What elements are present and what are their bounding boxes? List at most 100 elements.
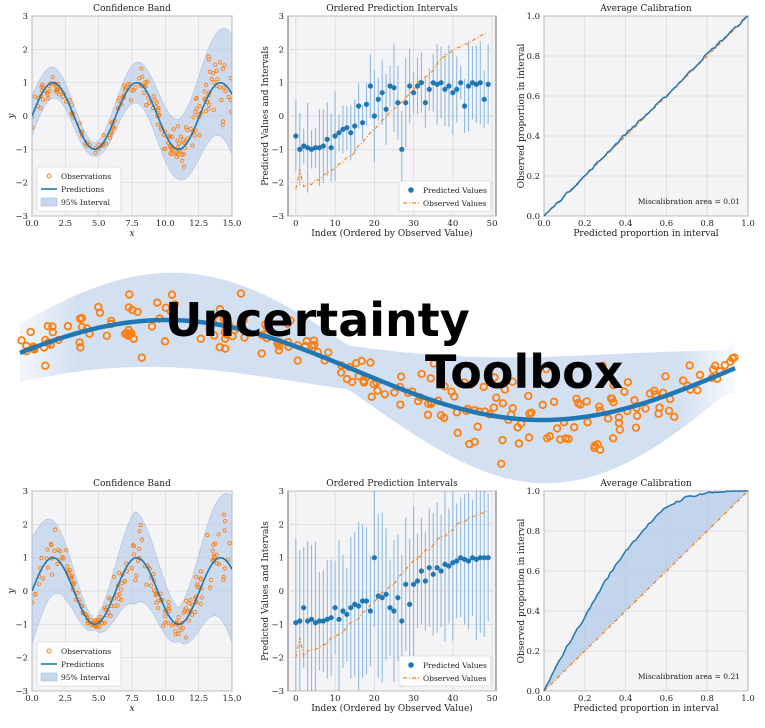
y-tick-label: 0 bbox=[279, 112, 284, 122]
predicted-point bbox=[320, 143, 326, 149]
y-tick-label: −2 bbox=[271, 179, 284, 189]
predicted-point bbox=[450, 90, 456, 96]
y-tick-label: 1.0 bbox=[526, 487, 540, 497]
predicted-point bbox=[305, 145, 311, 151]
observation-point bbox=[198, 576, 203, 581]
banner-observation bbox=[166, 307, 176, 316]
predicted-point bbox=[340, 126, 346, 132]
legend-swatch-observations bbox=[46, 648, 52, 654]
observation-point bbox=[153, 591, 159, 596]
observation-point bbox=[221, 85, 226, 90]
y-tick-label: 2 bbox=[23, 520, 28, 530]
predicted-point bbox=[359, 598, 366, 604]
banner-observation bbox=[293, 356, 302, 365]
banner-observation bbox=[542, 364, 551, 374]
y-tick-label: 0.8 bbox=[526, 527, 540, 537]
banner-observation bbox=[205, 324, 214, 334]
banner-observation bbox=[538, 400, 547, 410]
observation-point bbox=[94, 624, 100, 630]
banner-observation bbox=[614, 413, 624, 422]
observation-point bbox=[122, 83, 127, 88]
observation-point bbox=[133, 578, 138, 583]
chart-title: Average Calibration bbox=[599, 4, 692, 14]
predicted-point bbox=[383, 106, 389, 112]
legend-label: Predictions bbox=[61, 185, 104, 194]
observation-point bbox=[85, 621, 90, 626]
observation-point bbox=[215, 77, 220, 82]
observation-point bbox=[116, 98, 121, 103]
y-tick-label: 0.0 bbox=[526, 212, 540, 222]
banner-observation bbox=[609, 398, 618, 407]
x-tick-label: 0 bbox=[293, 694, 298, 704]
y-tick-label: −3 bbox=[15, 687, 28, 697]
banner-observation bbox=[615, 425, 625, 434]
observation-point bbox=[183, 635, 189, 640]
observation-point bbox=[129, 88, 134, 93]
predicted-point bbox=[356, 603, 362, 609]
predicted-point bbox=[356, 103, 362, 109]
observation-point bbox=[191, 115, 196, 120]
observation-point bbox=[206, 106, 211, 112]
banner-observation bbox=[439, 413, 449, 423]
observation-point bbox=[166, 606, 171, 611]
y-tick-label: 0.6 bbox=[526, 92, 540, 102]
observation-point bbox=[116, 570, 122, 576]
predicted-point bbox=[465, 83, 472, 89]
banner-observation bbox=[576, 400, 585, 409]
legend-box bbox=[36, 166, 122, 212]
x-tick-label: 50 bbox=[487, 219, 498, 229]
observation-point bbox=[45, 547, 50, 552]
banner-observation bbox=[124, 325, 133, 335]
observation-point bbox=[213, 541, 218, 546]
banner-observation bbox=[527, 408, 536, 417]
banner-observation bbox=[396, 400, 405, 409]
observation-point bbox=[119, 581, 124, 586]
banner-observation bbox=[470, 437, 479, 447]
banner-observation bbox=[302, 336, 311, 346]
observation-point bbox=[205, 532, 210, 538]
banner-observation bbox=[75, 338, 84, 347]
predicted-point bbox=[363, 598, 370, 604]
y-tick-label: 0.2 bbox=[526, 172, 540, 182]
x-tick-label: 15.0 bbox=[223, 694, 242, 704]
legend-swatch-interval bbox=[40, 197, 58, 207]
observation-point bbox=[148, 583, 154, 588]
banner-observation bbox=[396, 372, 406, 381]
observation-point bbox=[170, 151, 175, 157]
banner-observation bbox=[693, 386, 702, 395]
observation-point bbox=[136, 546, 142, 552]
banner-observation bbox=[595, 445, 605, 454]
observation-point bbox=[163, 620, 168, 625]
predicted-point bbox=[426, 565, 432, 571]
observation-point bbox=[101, 133, 106, 138]
observation-point bbox=[193, 575, 199, 580]
observation-point bbox=[99, 621, 104, 626]
predicted-point bbox=[332, 605, 338, 611]
x-tick-label: 12.5 bbox=[189, 219, 208, 229]
y-tick-label: 0 bbox=[279, 587, 284, 597]
y-tick-label: −2 bbox=[15, 654, 28, 664]
banner-observation bbox=[564, 434, 573, 444]
predicted-point bbox=[418, 80, 425, 86]
x-tick-label: 5.0 bbox=[92, 219, 106, 229]
observation-point bbox=[98, 614, 103, 620]
banner-observation bbox=[189, 309, 198, 318]
banner-observation bbox=[210, 331, 219, 340]
predicted-point bbox=[395, 595, 401, 601]
observation-point bbox=[206, 54, 211, 59]
observation-point bbox=[55, 561, 60, 566]
banner-observation bbox=[524, 433, 534, 442]
observation-point bbox=[184, 598, 189, 603]
predicted-point bbox=[301, 143, 307, 149]
y-tick-label: 2 bbox=[23, 45, 28, 55]
banner-observation bbox=[222, 315, 232, 325]
predicted-point bbox=[352, 123, 358, 129]
observation-point bbox=[137, 529, 142, 534]
banner-observation bbox=[542, 433, 552, 443]
banner-observation bbox=[215, 305, 225, 314]
observation-point bbox=[216, 532, 221, 537]
observation-point bbox=[151, 571, 156, 577]
y-tick-label: −1 bbox=[15, 620, 28, 630]
observation-point bbox=[60, 555, 65, 560]
